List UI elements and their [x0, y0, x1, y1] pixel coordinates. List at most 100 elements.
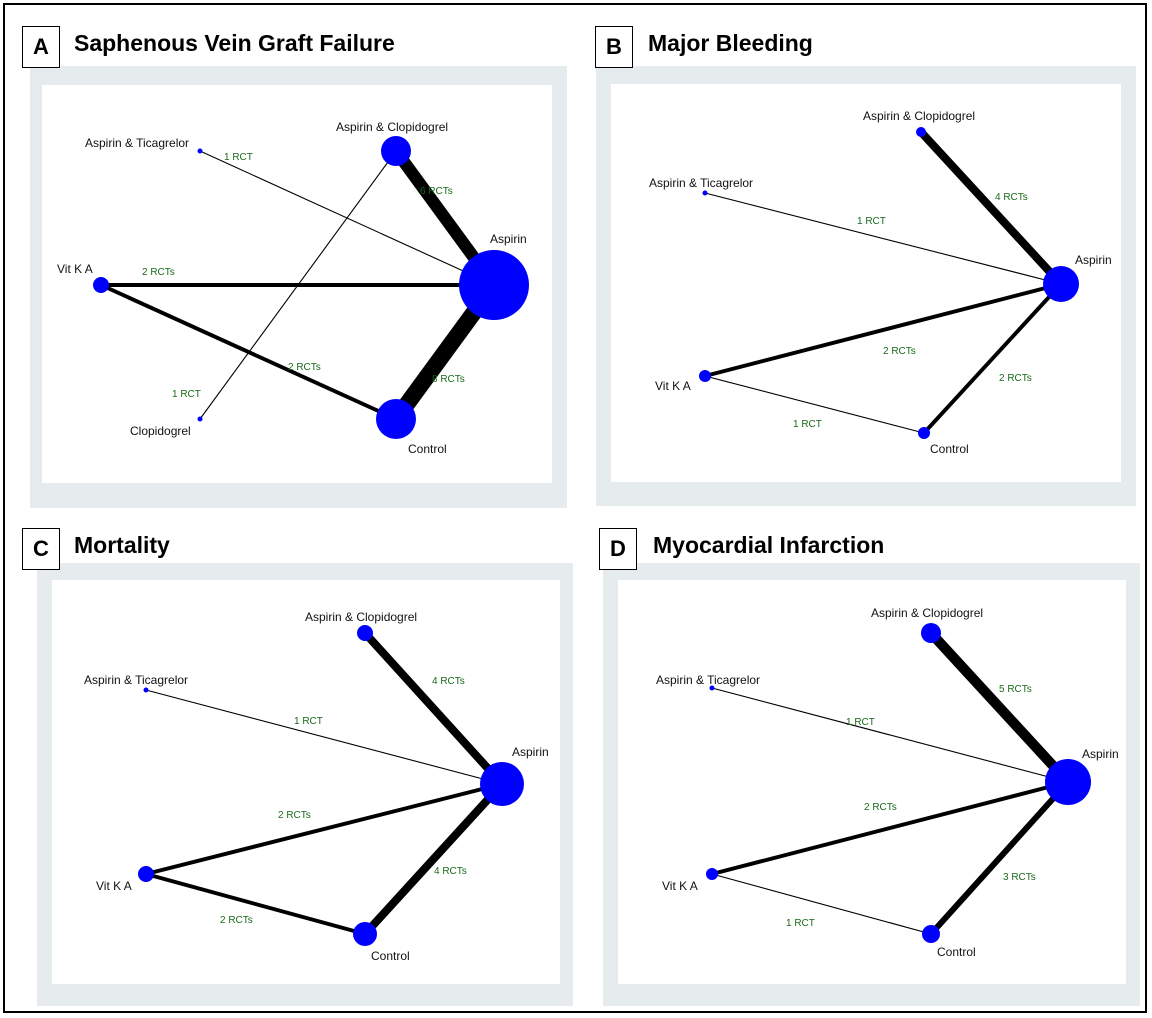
edge-vka-asp: [145, 782, 503, 876]
network-plot-area: 4 RCTs 1 RCT 2 RCTs 2 RCTs 1 RCT Aspirin & Cl…: [611, 84, 1121, 482]
node-label: Aspirin: [1082, 747, 1119, 761]
node-label: Vit K A: [57, 262, 93, 276]
edges: [704, 129, 1064, 435]
edge-label: 3 RCTs: [1003, 872, 1036, 883]
nodes: [138, 625, 524, 946]
node-vka: [706, 868, 718, 880]
nodes: [699, 127, 1079, 439]
edge-vka-ctrl: [711, 873, 932, 935]
node-label: Aspirin & Clopidogrel: [336, 120, 448, 134]
node-asp_tic: [709, 685, 715, 691]
edge-vka-asp: [704, 282, 1062, 378]
network-graph: 4 RCTs 1 RCT 2 RCTs 2 RCTs 1 RCT Aspirin & Cl…: [649, 109, 1112, 456]
edge-asp_tic-asp: [704, 192, 1062, 285]
node-asp: [459, 250, 529, 320]
edge-label: 4 RCTs: [995, 192, 1028, 203]
node-label: Vit K A: [662, 879, 698, 893]
panel-title: Mortality: [74, 532, 170, 558]
network-graph: 1 RCT 6 RCTs 2 RCTs 2 RCTs 1 RCT 8 RCTs Aspiri…: [57, 120, 529, 456]
figure-frame: [3, 3, 1147, 1013]
network-graph: 5 RCTs 1 RCT 2 RCTs 3 RCTs 1 RCT Aspirin & Cl…: [656, 606, 1119, 959]
node-label: Aspirin: [512, 745, 549, 759]
node-label: Aspirin & Ticagrelor: [85, 136, 189, 150]
labels: 4 RCTs 1 RCT 2 RCTs 4 RCTs 2 RCTs Aspirin & C…: [84, 610, 549, 963]
edge-label: 5 RCTs: [999, 684, 1032, 695]
labels: 5 RCTs 1 RCT 2 RCTs 3 RCTs 1 RCT Aspirin & Cl…: [656, 606, 1119, 959]
edge-label: 1 RCT: [846, 717, 875, 728]
node-asp: [1043, 266, 1079, 302]
node-asp_tic: [197, 148, 203, 154]
edge-ctrl-asp: [928, 779, 1071, 937]
node-label: Control: [937, 945, 976, 959]
edge-asp_tic-asp: [711, 687, 1069, 783]
edges: [145, 630, 505, 937]
node-label: Aspirin & Ticagrelor: [84, 673, 188, 687]
node-label: Vit K A: [655, 379, 691, 393]
network-graph: 4 RCTs 1 RCT 2 RCTs 4 RCTs 2 RCTs Aspirin & C…: [84, 610, 549, 963]
node-clo: [197, 416, 203, 422]
node-label: Aspirin & Clopidogrel: [871, 606, 983, 620]
panel-title: Saphenous Vein Graft Failure: [74, 30, 395, 56]
edge-label: 4 RCTs: [432, 676, 465, 687]
edge-vka-ctrl: [145, 872, 366, 936]
node-label: Control: [371, 949, 410, 963]
edge-vka-ctrl: [704, 375, 925, 434]
node-ctrl: [922, 925, 940, 943]
node-asp_clo: [381, 136, 411, 166]
panel-title: Major Bleeding: [648, 30, 813, 56]
edge-label: 2 RCTs: [864, 802, 897, 813]
panel-letter: D: [599, 528, 637, 570]
node-ctrl: [918, 427, 930, 439]
edge-asp_clo-asp: [927, 629, 1072, 786]
network-plot-area: 1 RCT 6 RCTs 2 RCTs 2 RCTs 1 RCT 8 RCTs Aspiri…: [42, 85, 552, 483]
node-label: Aspirin & Ticagrelor: [649, 176, 753, 190]
edge-label: 6 RCTs: [420, 186, 453, 197]
node-asp_clo: [916, 127, 926, 137]
node-asp_tic: [143, 687, 149, 693]
edge-label: 1 RCT: [786, 918, 815, 929]
edge-label: 1 RCT: [172, 389, 201, 400]
labels: 1 RCT 6 RCTs 2 RCTs 2 RCTs 1 RCT 8 RCTs Aspiri…: [57, 120, 527, 456]
edge-label: 1 RCT: [793, 419, 822, 430]
node-asp_tic: [702, 190, 708, 196]
node-vka: [699, 370, 711, 382]
edge-label: 2 RCTs: [883, 346, 916, 357]
node-label: Aspirin & Clopidogrel: [863, 109, 975, 123]
edge-label: 8 RCTs: [432, 374, 465, 385]
edge-clo-asp_clo: [199, 150, 397, 420]
network-plot-area: 4 RCTs 1 RCT 2 RCTs 4 RCTs 2 RCTs Aspirin & C…: [52, 580, 560, 984]
node-label: Control: [408, 442, 447, 456]
panel-letter: A: [22, 26, 60, 68]
node-label: Control: [930, 442, 969, 456]
node-asp: [480, 762, 524, 806]
edge-ctrl-asp: [362, 781, 505, 937]
network-plot-area: 5 RCTs 1 RCT 2 RCTs 3 RCTs 1 RCT Aspirin & Cl…: [618, 580, 1126, 984]
labels: 4 RCTs 1 RCT 2 RCTs 2 RCTs 1 RCT Aspirin & Cl…: [649, 109, 1112, 456]
edges: [711, 629, 1072, 937]
node-asp_clo: [921, 623, 941, 643]
edge-label: 4 RCTs: [434, 866, 467, 877]
edge-label: 1 RCT: [857, 216, 886, 227]
node-ctrl: [353, 922, 377, 946]
nodes: [706, 623, 1091, 943]
node-vka: [93, 277, 109, 293]
node-label: Aspirin & Ticagrelor: [656, 673, 760, 687]
edge-ctrl-asp: [922, 282, 1063, 435]
node-label: Aspirin: [1075, 253, 1112, 267]
node-vka: [138, 866, 154, 882]
edge-label: 1 RCT: [294, 716, 323, 727]
edge-asp_tic-asp: [145, 689, 503, 785]
nodes: [93, 136, 529, 439]
edge-label: 2 RCTs: [288, 362, 321, 373]
node-asp_clo: [357, 625, 373, 641]
node-label: Clopidogrel: [130, 424, 191, 438]
panel-title: Myocardial Infarction: [653, 532, 885, 558]
node-ctrl: [376, 399, 416, 439]
panel-letter: C: [22, 528, 60, 570]
node-label: Vit K A: [96, 879, 132, 893]
edge-asp_clo-asp: [362, 630, 505, 787]
edge-asp_clo-asp: [918, 129, 1064, 287]
node-asp: [1045, 759, 1091, 805]
node-label: Aspirin: [490, 232, 527, 246]
edge-label: 2 RCTs: [999, 373, 1032, 384]
